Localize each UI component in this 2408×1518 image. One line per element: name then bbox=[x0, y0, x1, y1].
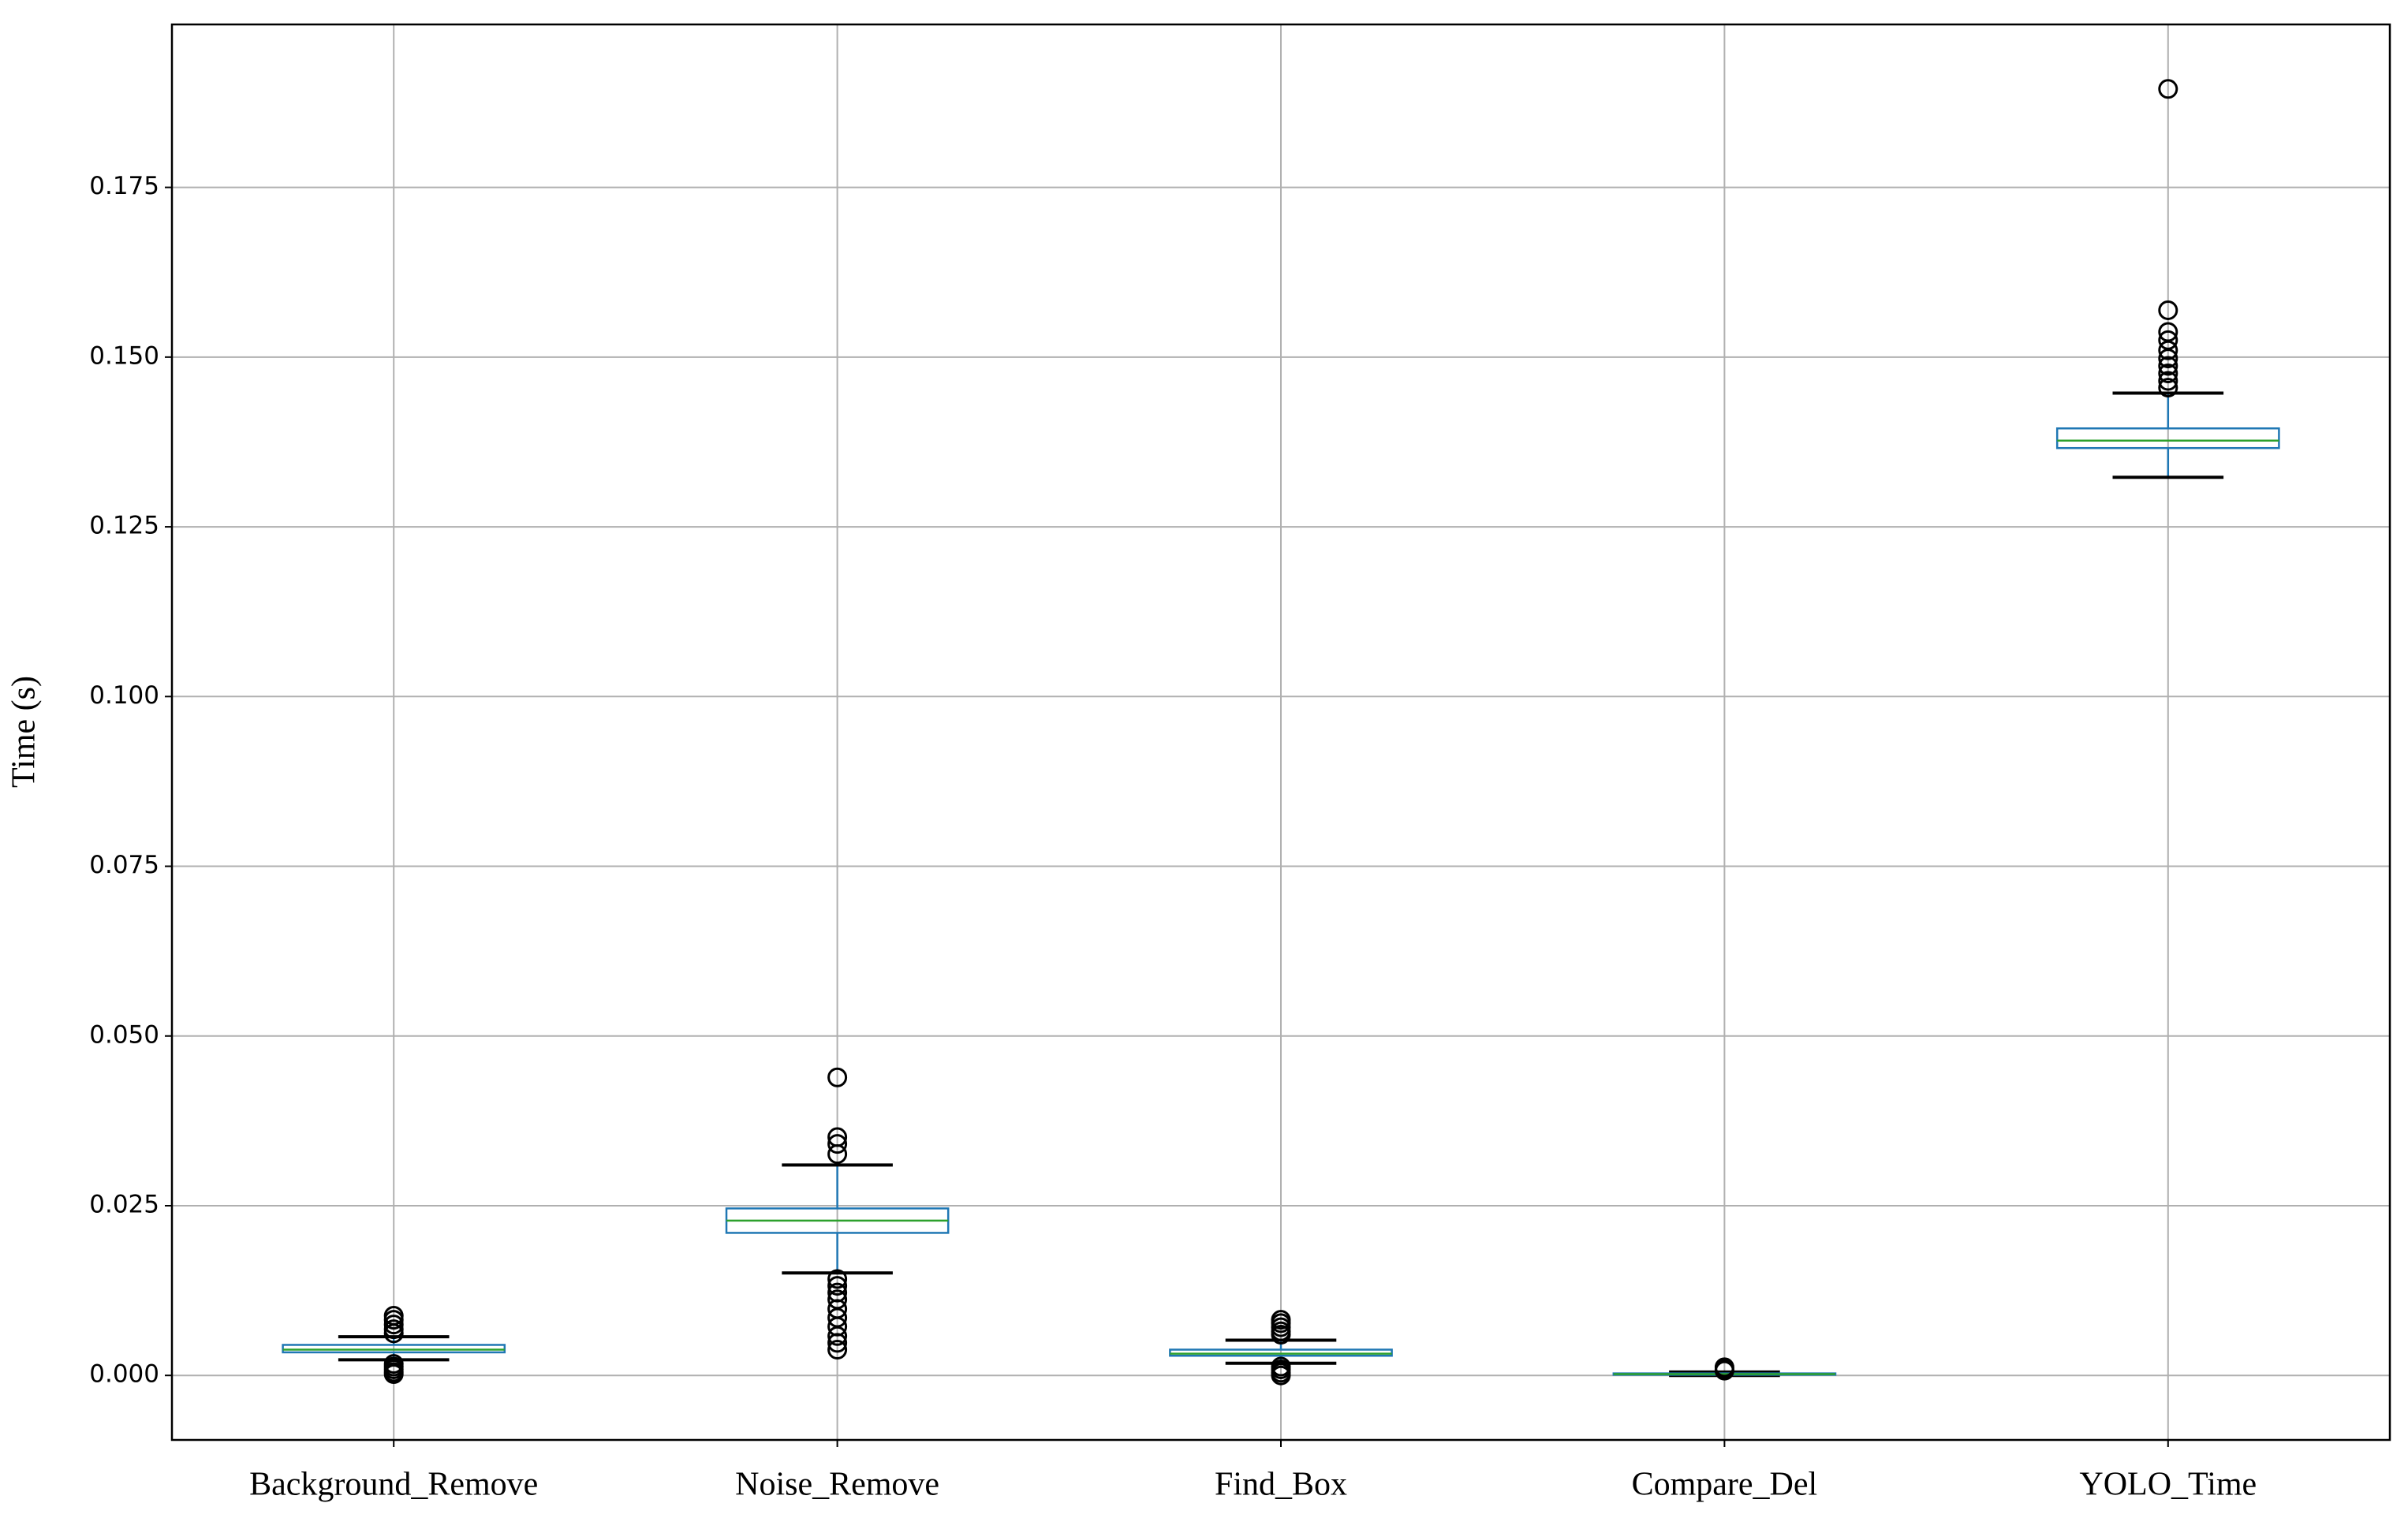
y-tick-label: 0.025 bbox=[89, 1190, 159, 1218]
y-tick-label: 0.000 bbox=[89, 1360, 159, 1389]
box bbox=[1169, 1348, 1393, 1357]
flier bbox=[827, 1144, 848, 1165]
x-tick-label: Background_Remove bbox=[249, 1467, 538, 1503]
flier bbox=[827, 1134, 848, 1154]
flier bbox=[1714, 1360, 1734, 1381]
x-tick-label: Noise_Remove bbox=[735, 1467, 939, 1503]
y-tick-label: 0.075 bbox=[89, 851, 159, 879]
flier bbox=[827, 1333, 848, 1353]
y-tick-label: 0.150 bbox=[89, 341, 159, 370]
flier bbox=[383, 1363, 404, 1384]
y-tick-label: 0.100 bbox=[89, 681, 159, 710]
flier bbox=[2158, 340, 2178, 360]
flier bbox=[827, 1326, 848, 1346]
x-tick-label: Compare_Del bbox=[1632, 1467, 1818, 1503]
box bbox=[2055, 427, 2280, 449]
flier bbox=[383, 1315, 404, 1335]
flier bbox=[2158, 378, 2178, 398]
flier bbox=[1271, 1365, 1291, 1386]
y-axis-label: Time (s) bbox=[6, 676, 43, 788]
plot-frame bbox=[170, 23, 2391, 1442]
flier bbox=[2158, 300, 2178, 320]
flier bbox=[827, 1339, 848, 1359]
flier bbox=[827, 1269, 848, 1289]
y-tick-label: 0.175 bbox=[89, 172, 159, 200]
flier bbox=[827, 1067, 848, 1087]
flier bbox=[2158, 349, 2178, 369]
flier bbox=[1271, 1325, 1291, 1345]
flier bbox=[827, 1276, 848, 1296]
flier bbox=[2158, 371, 2178, 391]
y-tick-label: 0.050 bbox=[89, 1020, 159, 1049]
flier bbox=[383, 1323, 404, 1344]
y-tick-label: 0.125 bbox=[89, 512, 159, 540]
box bbox=[282, 1344, 506, 1354]
flier bbox=[2158, 356, 2178, 376]
x-tick-label: YOLO_Time bbox=[2079, 1467, 2257, 1503]
flier bbox=[2158, 79, 2178, 99]
flier bbox=[383, 1310, 404, 1330]
flier bbox=[2158, 364, 2178, 384]
x-tick-label: Find_Box bbox=[1215, 1467, 1347, 1503]
